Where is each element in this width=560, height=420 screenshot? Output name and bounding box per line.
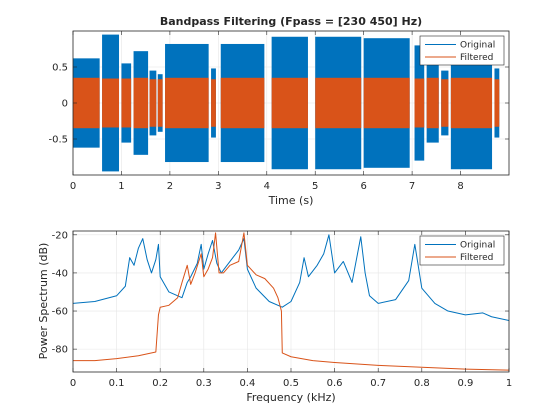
time-plot-x-tick-label: 4 xyxy=(264,181,270,192)
time-plot-x-tick-label: 2 xyxy=(167,181,173,192)
time-plot-x-tick-label: 8 xyxy=(457,181,463,192)
spectrum-plot-x-tick-label: 0.6 xyxy=(327,378,343,389)
time-plot-legend: Original Filtered xyxy=(419,35,505,66)
spectrum-plot-y-tick-label: -20 xyxy=(52,230,68,241)
time-plot-ticks: 0 1 2 3 4 5 6 7 8 0.5 0 -0.5 xyxy=(48,31,509,192)
time-plot-filtered-segment xyxy=(102,78,120,128)
time-plot-filtered-segment xyxy=(414,78,425,128)
spectrum-plot-x-tick-label: 0.3 xyxy=(196,378,212,389)
spectrum-plot-x-tick-label: 0.7 xyxy=(370,378,386,389)
time-plot-filtered-segment xyxy=(363,77,410,129)
time-plot-filtered-segment xyxy=(220,77,265,129)
time-plot-series-filtered xyxy=(73,77,500,129)
time-plot-x-tick-label: 1 xyxy=(118,181,124,192)
time-plot-legend-label-original: Original xyxy=(460,41,495,51)
time-plot-filtered-segment xyxy=(149,79,157,127)
spectrum-plot-x-tick-label: 1 xyxy=(506,378,512,389)
spectrum-plot-data xyxy=(72,232,510,371)
spectrum-plot-x-tick-label: 0.2 xyxy=(152,378,168,389)
spectrum-plot-x-tick-label: 0.4 xyxy=(239,378,255,389)
spectrum-plot: 0 0.1 0.2 0.3 0.4 0.5 0.6 0.7 0.8 0.9 1 -20 -40 -60 -8… xyxy=(37,230,512,404)
time-plot-x-tick-label: 0 xyxy=(70,181,76,192)
time-plot-legend-label-filtered: Filtered xyxy=(460,53,493,63)
spectrum-plot-y-tick-label: -80 xyxy=(52,345,68,356)
spectrum-plot-xlabel: Frequency (kHz) xyxy=(246,391,335,404)
spectrum-plot-legend-label-original: Original xyxy=(460,241,495,251)
time-plot-legend-box xyxy=(419,35,505,66)
time-plot-x-tick-label: 5 xyxy=(312,181,318,192)
spectrum-plot-series-original xyxy=(72,234,510,322)
spectrum-plot-ylabel: Power Spectrum (dB) xyxy=(37,243,50,360)
time-plot-x-tick-label: 3 xyxy=(215,181,221,192)
time-plot-filtered-segment xyxy=(121,78,132,128)
spectrum-plot-legend-label-filtered: Filtered xyxy=(460,253,493,263)
time-plot-filtered-segment xyxy=(494,79,500,127)
spectrum-plot-y-tick-label: -60 xyxy=(52,307,68,318)
spectrum-plot-x-tick-label: 0.8 xyxy=(414,378,430,389)
time-plot-filtered-segment xyxy=(165,77,209,129)
time-plot-filtered-segment xyxy=(133,77,149,129)
spectrum-plot-y-tick-label: -40 xyxy=(52,268,68,279)
time-plot-x-tick-label: 6 xyxy=(360,181,366,192)
time-plot-filtered-segment xyxy=(426,77,439,129)
time-plot-filtered-segment xyxy=(315,77,362,129)
time-plot-y-tick-label: 0.5 xyxy=(52,63,68,74)
time-plot-filtered-segment xyxy=(271,77,308,129)
time-plot-y-tick-label: 0 xyxy=(62,99,68,110)
spectrum-plot-x-tick-label: 0.5 xyxy=(283,378,299,389)
spectrum-plot-legend: Original Filtered xyxy=(419,235,505,266)
time-plot-filtered-segment xyxy=(73,77,100,129)
time-plot-y-tick-label: -0.5 xyxy=(48,135,68,146)
time-plot-xlabel: Time (s) xyxy=(268,194,314,207)
time-plot-filtered-segment xyxy=(441,79,449,127)
time-plot-x-tick-label: 7 xyxy=(409,181,415,192)
time-plot-filtered-segment xyxy=(450,77,493,129)
time-plot-title: Bandpass Filtering (Fpass = [230 450] Hz… xyxy=(160,15,422,28)
spectrum-plot-x-tick-label: 0.9 xyxy=(457,378,473,389)
spectrum-plot-x-tick-label: 0 xyxy=(70,378,76,389)
spectrum-plot-series-filtered xyxy=(73,232,510,371)
time-plot-filtered-segment xyxy=(211,79,216,127)
spectrum-plot-ticks: 0 0.1 0.2 0.3 0.4 0.5 0.6 0.7 0.8 0.9 1 -20 -40 -60 -8… xyxy=(52,230,513,389)
time-plot-filtered-segment xyxy=(157,79,163,127)
spectrum-plot-legend-box xyxy=(419,235,505,266)
spectrum-plot-x-tick-label: 0.1 xyxy=(109,378,125,389)
time-plot: 0 1 2 3 4 5 6 7 8 0.5 0 -0.5 Bandpass Filtering (Fp… xyxy=(48,15,510,207)
